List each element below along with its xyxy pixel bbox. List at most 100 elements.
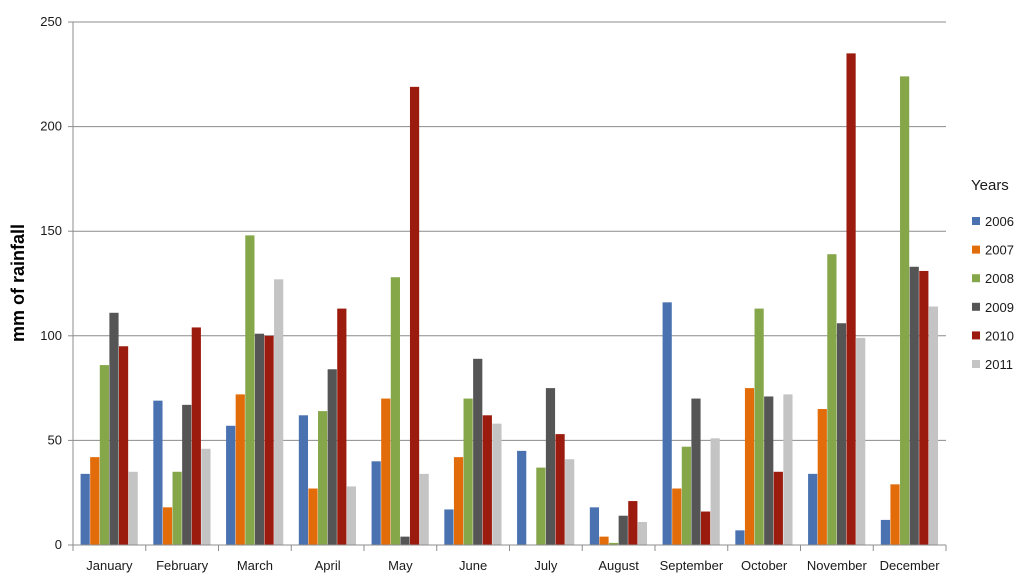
bar-2006-march: [226, 425, 236, 545]
bar-2010-october: [773, 471, 783, 545]
legend-swatch-2008: [972, 274, 980, 283]
bar-2008-april: [318, 411, 328, 545]
bar-2007-january: [90, 457, 100, 545]
y-axis-label: mm of rainfall: [8, 224, 28, 342]
bar-2009-october: [764, 396, 774, 545]
bar-2008-september: [681, 446, 691, 545]
y-tick-label: 200: [40, 119, 62, 134]
bar-2010-december: [919, 270, 929, 545]
x-tick-label: October: [741, 558, 788, 573]
bar-2011-august: [637, 521, 648, 545]
legend-swatch-2007: [972, 245, 980, 254]
legend-label-2007: 2007: [985, 243, 1014, 258]
legend-swatch-2009: [972, 302, 980, 311]
x-tick-label: January: [86, 558, 133, 573]
legend-label-2010: 2010: [985, 328, 1014, 343]
bar-2009-august: [618, 515, 628, 545]
x-tick-label: February: [156, 558, 209, 573]
bar-2011-january: [128, 471, 138, 545]
bar-2009-january: [109, 312, 119, 545]
bar-2011-march: [274, 279, 284, 545]
bar-2008-may: [390, 277, 400, 545]
y-tick-labels: 0 50 100 150 200 250: [40, 14, 73, 552]
legend-label-2006: 2006: [985, 214, 1014, 229]
legend-label-2008: 2008: [985, 271, 1014, 286]
bar-2008-june: [463, 398, 473, 545]
x-tick-label: June: [459, 558, 487, 573]
bar-2006-july: [517, 450, 527, 545]
bar-2008-august: [609, 542, 619, 545]
bar-2008-march: [245, 235, 255, 545]
bar-2010-august: [628, 501, 638, 545]
bar-2008-january: [99, 365, 109, 545]
x-tick-label: August: [598, 558, 639, 573]
legend-swatch-2011: [972, 360, 980, 368]
bar-2010-june: [482, 415, 492, 545]
bar-2011-september: [710, 438, 720, 545]
bar-2006-november: [808, 473, 818, 545]
bar-2008-november: [827, 254, 837, 545]
bar-2011-december: [928, 306, 939, 545]
bar-2008-july: [536, 467, 546, 545]
y-tick-label: 0: [55, 537, 62, 552]
x-tick-labels: January February March April May June July Augu…: [72, 545, 947, 573]
bar-2011-february: [201, 448, 211, 545]
x-tick-label: April: [315, 558, 341, 573]
legend-swatch-2010: [972, 331, 980, 340]
bar-2009-march: [254, 333, 265, 545]
y-tick-label: 100: [40, 328, 62, 343]
bar-2009-july: [545, 388, 556, 545]
x-tick-label: May: [388, 558, 413, 573]
x-tick-label: September: [660, 558, 724, 573]
bar-2009-december: [909, 266, 919, 545]
bars-group: [80, 53, 939, 545]
bar-2007-april: [308, 488, 318, 545]
bar-2007-march: [235, 394, 245, 545]
bar-2006-may: [371, 461, 381, 545]
bar-2010-july: [555, 434, 565, 545]
x-tick-label: March: [237, 558, 273, 573]
bar-2006-october: [735, 530, 745, 545]
bar-2009-april: [327, 369, 337, 545]
bar-2006-january: [80, 473, 90, 545]
legend-label-2011: 2011: [985, 357, 1013, 372]
bar-2007-october: [744, 388, 755, 545]
bar-2007-november: [817, 409, 827, 545]
bar-2010-march: [264, 335, 274, 545]
bar-2008-february: [172, 471, 182, 545]
bar-2010-november: [846, 53, 856, 545]
legend-swatch-2006: [972, 217, 980, 225]
bar-2009-february: [182, 404, 192, 545]
legend-title: Years: [971, 177, 1009, 194]
bar-2006-april: [298, 415, 309, 545]
bar-2007-august: [599, 536, 609, 545]
bar-2011-july: [565, 459, 575, 545]
gridlines: [73, 21, 946, 441]
bar-2008-december: [900, 76, 910, 545]
bar-2011-october: [783, 394, 793, 545]
bar-2007-february: [162, 507, 173, 545]
bar-2009-june: [473, 358, 483, 545]
bar-2010-february: [191, 327, 201, 545]
bar-2007-may: [381, 398, 391, 545]
bar-2007-september: [672, 488, 682, 545]
bar-2010-may: [409, 86, 420, 545]
x-tick-label: July: [534, 558, 558, 573]
bar-2011-june: [492, 423, 502, 545]
bar-2006-september: [662, 302, 672, 545]
bar-2006-december: [880, 519, 891, 545]
bar-2010-april: [337, 308, 347, 545]
bar-2007-june: [453, 457, 464, 545]
bar-2009-november: [836, 323, 847, 545]
bar-2006-june: [444, 509, 454, 545]
legend: Years 2006 2007 2008 2009 2010 2011: [971, 177, 1014, 372]
x-tick-label: November: [807, 558, 868, 573]
bar-2010-january: [118, 346, 129, 545]
y-tick-label: 150: [40, 223, 62, 238]
bar-2008-october: [754, 308, 764, 545]
bar-2009-september: [691, 398, 701, 545]
bar-2006-february: [153, 400, 163, 545]
bar-2010-september: [700, 511, 711, 545]
bar-2009-may: [400, 536, 410, 545]
